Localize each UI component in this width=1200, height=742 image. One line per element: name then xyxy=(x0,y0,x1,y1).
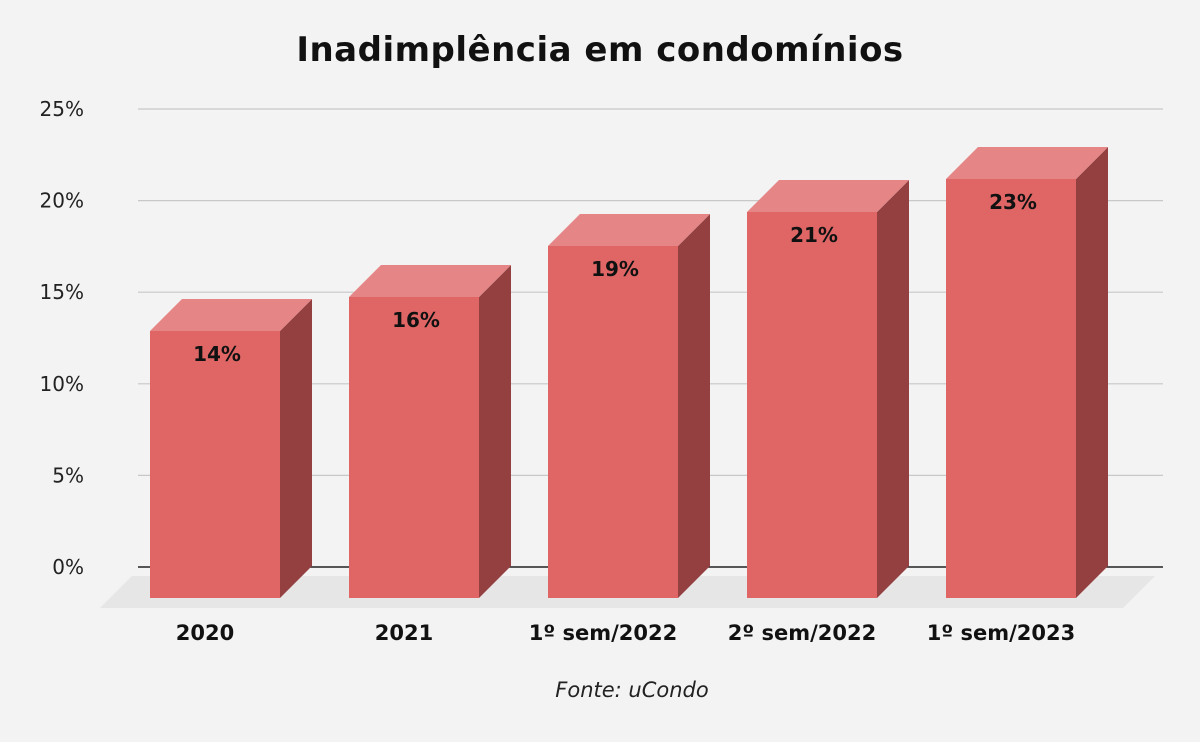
bar-side xyxy=(877,180,909,598)
y-tick-label: 0% xyxy=(52,555,84,579)
data-label: 16% xyxy=(392,308,440,332)
bar-top xyxy=(349,265,511,297)
data-label: 14% xyxy=(193,342,241,366)
bar-top xyxy=(548,214,710,246)
bar xyxy=(548,246,678,598)
x-tick-label: 2021 xyxy=(375,621,433,645)
y-tick-label: 20% xyxy=(40,189,84,213)
x-tick-label: 2º sem/2022 xyxy=(728,621,877,645)
bar-side xyxy=(479,265,511,598)
bar xyxy=(747,212,877,598)
bar-top xyxy=(747,180,909,212)
bar-side xyxy=(280,299,312,598)
bar xyxy=(946,179,1076,598)
x-tick-label: 1º sem/2023 xyxy=(927,621,1076,645)
y-tick-label: 5% xyxy=(52,463,84,487)
data-label: 21% xyxy=(790,223,838,247)
chart-source: Fonte: uCondo xyxy=(555,678,709,702)
y-tick-label: 10% xyxy=(40,372,84,396)
bar-side xyxy=(678,214,710,598)
bar xyxy=(150,331,280,598)
bar xyxy=(349,297,479,598)
data-label: 23% xyxy=(989,190,1037,214)
bar-top xyxy=(150,299,312,331)
x-tick-label: 2020 xyxy=(176,621,234,645)
data-label: 19% xyxy=(591,257,639,281)
y-tick-label: 15% xyxy=(40,280,84,304)
bar-top xyxy=(946,147,1108,179)
bar-side xyxy=(1076,147,1108,598)
x-tick-label: 1º sem/2022 xyxy=(529,621,678,645)
chart-title: Inadimplência em condomínios xyxy=(296,30,904,70)
y-tick-label: 25% xyxy=(40,97,84,121)
